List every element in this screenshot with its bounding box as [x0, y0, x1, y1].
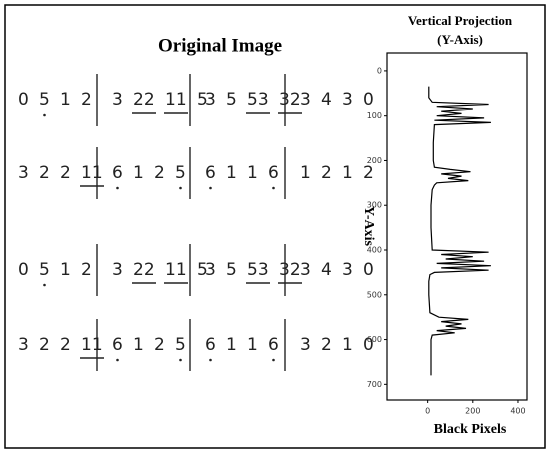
note: 5 — [175, 163, 186, 183]
y-tick-label: 200 — [367, 156, 382, 165]
note: 5 — [39, 90, 50, 110]
y-tick-label: 700 — [367, 380, 382, 389]
note: 3 — [300, 260, 311, 280]
low-dot — [116, 186, 119, 190]
note: 1 — [133, 335, 144, 355]
note: 6 — [205, 163, 216, 183]
note: 2 — [321, 163, 332, 183]
x-axis-label: Black Pixels — [434, 422, 507, 437]
low-dot — [179, 186, 182, 190]
note: 4 — [321, 90, 332, 110]
note: 5 — [197, 90, 208, 110]
note: 6 — [112, 335, 123, 355]
low-dot — [179, 358, 182, 362]
y-tick-label: 0 — [377, 66, 382, 75]
low-dot — [209, 358, 212, 362]
y-tick-label: 100 — [367, 111, 382, 120]
note: 3 — [205, 260, 216, 280]
note: 1 — [342, 163, 353, 183]
note: 2 — [321, 335, 332, 355]
note: 3 — [342, 90, 353, 110]
note: 1 — [60, 90, 71, 110]
note: 2 — [363, 163, 374, 183]
note: 2 — [81, 260, 92, 280]
note: 3 — [18, 335, 29, 355]
low-dot — [116, 358, 119, 362]
note: 32 — [279, 260, 301, 280]
note: 5 — [197, 260, 208, 280]
chart-subtitle: (Y-Axis) — [437, 32, 483, 47]
note: 2 — [60, 163, 71, 183]
note: 11 — [165, 260, 187, 280]
figure-title: Original Image — [158, 35, 282, 56]
note: 3 — [112, 260, 123, 280]
note: 1 — [342, 335, 353, 355]
note: 5 — [226, 260, 237, 280]
note: 3 — [300, 90, 311, 110]
note: 0 — [363, 260, 374, 280]
low-dot — [43, 113, 46, 117]
y-tick-label: 500 — [367, 290, 382, 299]
low-dot — [272, 186, 275, 190]
note: 3 — [300, 335, 311, 355]
note: 53 — [247, 260, 269, 280]
note: 3 — [205, 90, 216, 110]
note: 1 — [226, 163, 237, 183]
note: 2 — [154, 163, 165, 183]
note: 0 — [18, 90, 29, 110]
x-tick-label: 200 — [465, 407, 480, 416]
note: 11 — [165, 90, 187, 110]
note: 1 — [300, 163, 311, 183]
x-tick-label: 400 — [510, 407, 525, 416]
projection-line — [428, 86, 491, 376]
note: 2 — [60, 335, 71, 355]
note: 3 — [112, 90, 123, 110]
plot-frame — [386, 52, 528, 401]
low-dot — [43, 283, 46, 287]
note: 22 — [133, 260, 155, 280]
y-tick-label: 600 — [367, 335, 382, 344]
note: 3 — [18, 163, 29, 183]
y-tick-label: 300 — [367, 201, 382, 210]
note: 1 — [133, 163, 144, 183]
note: 1 — [226, 335, 237, 355]
note: 53 — [247, 90, 269, 110]
note: 6 — [205, 335, 216, 355]
chart-title: Vertical Projection — [408, 13, 513, 28]
note: 0 — [363, 335, 374, 355]
note: 2 — [39, 163, 50, 183]
note: 5 — [226, 90, 237, 110]
x-tick-label: 0 — [425, 407, 430, 416]
note: 1 — [247, 335, 258, 355]
y-axis-label: Y-Axis — [361, 206, 376, 246]
frame — [4, 4, 546, 449]
note: 6 — [268, 335, 279, 355]
note: 2 — [39, 335, 50, 355]
note: 6 — [268, 163, 279, 183]
y-tick-label: 400 — [367, 246, 382, 255]
note: 3 — [342, 260, 353, 280]
note: 5 — [39, 260, 50, 280]
note: 0 — [18, 260, 29, 280]
note: 6 — [112, 163, 123, 183]
note: 1 — [60, 260, 71, 280]
low-dot — [272, 358, 275, 362]
note: 22 — [133, 90, 155, 110]
note: 4 — [321, 260, 332, 280]
note: 5 — [175, 335, 186, 355]
note: 32 — [279, 90, 301, 110]
low-dot — [209, 186, 212, 190]
note: 2 — [81, 90, 92, 110]
note: 2 — [154, 335, 165, 355]
note: 11 — [81, 335, 103, 355]
note: 1 — [247, 163, 258, 183]
note: 0 — [363, 90, 374, 110]
note: 11 — [81, 163, 103, 183]
